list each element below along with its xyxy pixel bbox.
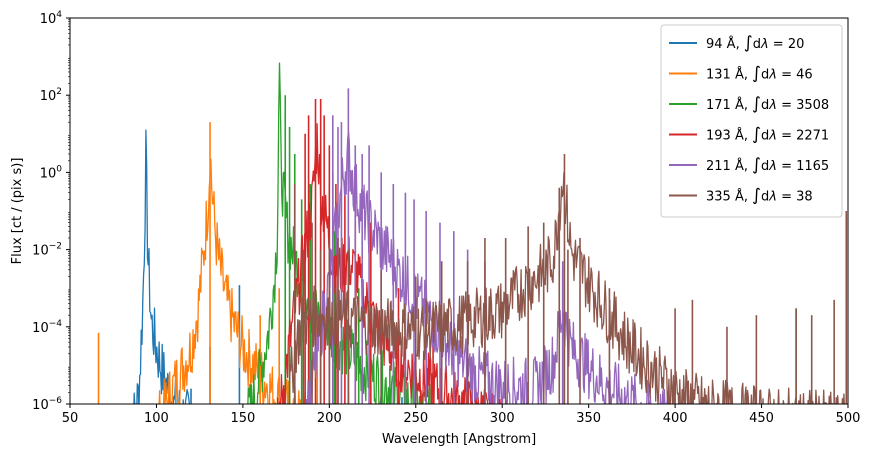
legend-entry: 94 Å, ∫dλ = 20 xyxy=(669,33,804,53)
y-tick-label: 10−4 xyxy=(32,319,62,336)
x-tick-label: 500 xyxy=(836,411,861,426)
legend-label: 335 Å, ∫dλ = 38 xyxy=(706,186,813,206)
x-tick-label: 50 xyxy=(62,411,79,426)
legend-label: 94 Å, ∫dλ = 20 xyxy=(706,33,804,53)
series-5 xyxy=(288,153,848,404)
legend-entry: 131 Å, ∫dλ = 46 xyxy=(669,64,813,84)
x-tick-label: 250 xyxy=(403,411,428,426)
legend-entry: 335 Å, ∫dλ = 38 xyxy=(669,186,813,206)
legend-label: 211 Å, ∫dλ = 1165 xyxy=(706,155,829,175)
y-tick-label: 10−2 xyxy=(32,242,62,259)
legend-label: 193 Å, ∫dλ = 2271 xyxy=(706,125,829,145)
y-tick-label: 102 xyxy=(40,87,62,104)
x-tick-label: 350 xyxy=(576,411,601,426)
legend-label: 131 Å, ∫dλ = 46 xyxy=(706,64,813,84)
legend-entry: 171 Å, ∫dλ = 3508 xyxy=(669,94,829,114)
y-axis-label: Flux [ct / (pix s)] xyxy=(10,158,25,265)
series-line xyxy=(133,129,190,404)
x-tick-label: 200 xyxy=(317,411,342,426)
x-tick-label: 450 xyxy=(749,411,774,426)
legend-box xyxy=(660,24,843,218)
y-axis: 10−6 10−4 10−2 100 102 104 xyxy=(32,10,70,413)
y-tick-label: 10−6 xyxy=(32,396,62,413)
series-line xyxy=(305,130,669,404)
x-axis: 50 100 150 200 250 300 350 400 450 500 xyxy=(62,404,861,426)
x-axis-label: Wavelength [Angstrom] xyxy=(382,432,536,447)
series-line xyxy=(288,171,845,404)
x-tick-label: 400 xyxy=(663,411,688,426)
legend: 94 Å, ∫dλ = 20 131 Å, ∫dλ = 46 171 Å, ∫dλ … xyxy=(660,24,843,218)
x-tick-label: 300 xyxy=(490,411,515,426)
x-tick-label: 100 xyxy=(144,411,169,426)
y-tick-label: 104 xyxy=(40,10,63,27)
legend-entry: 211 Å, ∫dλ = 1165 xyxy=(669,155,829,175)
series-layer xyxy=(97,62,848,404)
legend-entry: 193 Å, ∫dλ = 2271 xyxy=(669,125,829,145)
y-tick-label: 100 xyxy=(40,164,63,181)
plot-frame xyxy=(69,17,849,405)
x-tick-label: 150 xyxy=(230,411,255,426)
series-line xyxy=(158,158,307,404)
legend-label: 171 Å, ∫dλ = 3508 xyxy=(706,94,829,114)
